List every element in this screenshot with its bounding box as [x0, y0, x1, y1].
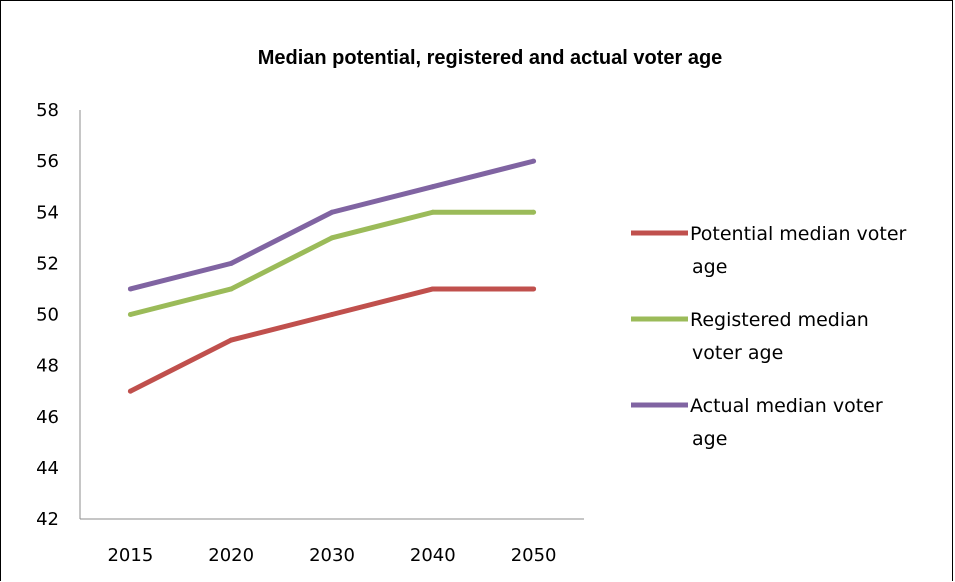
data-point-actual-median-voter-age [127, 286, 133, 292]
data-point-registered-median-voter-age [531, 209, 537, 215]
x-tick-label: 2040 [410, 545, 456, 566]
data-point-registered-median-voter-age [329, 235, 335, 241]
data-point-actual-median-voter-age [430, 184, 436, 190]
data-point-actual-median-voter-age [329, 209, 335, 215]
y-tick-label: 52 [36, 253, 59, 274]
y-tick-labels: 42 44 46 48 50 52 54 56 58 [36, 100, 59, 530]
data-point-potential-median-voter-age [228, 337, 234, 343]
x-tick-label: 2015 [107, 545, 153, 566]
data-point-registered-median-voter-age [228, 286, 234, 292]
legend-label: Actual median voter age [690, 395, 883, 450]
y-tick-label: 48 [36, 356, 59, 377]
legend-label: Potential median voter age [690, 223, 907, 278]
series-line-potential-median-voter-age [129, 286, 534, 394]
data-point-registered-median-voter-age [430, 209, 436, 215]
data-point-potential-median-voter-age [531, 286, 537, 292]
legend: Potential median voter age Registered medi… [631, 223, 907, 450]
x-tick-label: 2030 [309, 545, 355, 566]
x-tick-label: 2020 [208, 545, 254, 566]
data-point-potential-median-voter-age [127, 388, 133, 394]
data-point-actual-median-voter-age [228, 260, 234, 266]
y-tick-label: 56 [36, 151, 59, 172]
y-tick-label: 44 [36, 458, 59, 479]
y-tick-label: 50 [36, 305, 59, 326]
y-tick-label: 42 [36, 509, 59, 530]
y-tick-label: 54 [36, 202, 59, 223]
x-tick-labels: 2015 2020 2030 2040 2050 [107, 545, 556, 566]
x-tick-label: 2050 [511, 545, 557, 566]
data-point-potential-median-voter-age [329, 312, 335, 317]
data-point-potential-median-voter-age [430, 286, 436, 292]
series-line-registered-median-voter-age [129, 209, 534, 317]
y-tick-label: 58 [36, 100, 59, 121]
series-lines [127, 158, 537, 394]
y-tick-label: 46 [36, 407, 59, 428]
chart-title: Median potential, registered and actual … [258, 47, 723, 69]
legend-label: Registered median voter age [690, 309, 869, 364]
axes [79, 110, 584, 520]
data-point-registered-median-voter-age [127, 312, 133, 317]
series-line-actual-median-voter-age [129, 158, 535, 292]
data-point-actual-median-voter-age [531, 158, 537, 164]
